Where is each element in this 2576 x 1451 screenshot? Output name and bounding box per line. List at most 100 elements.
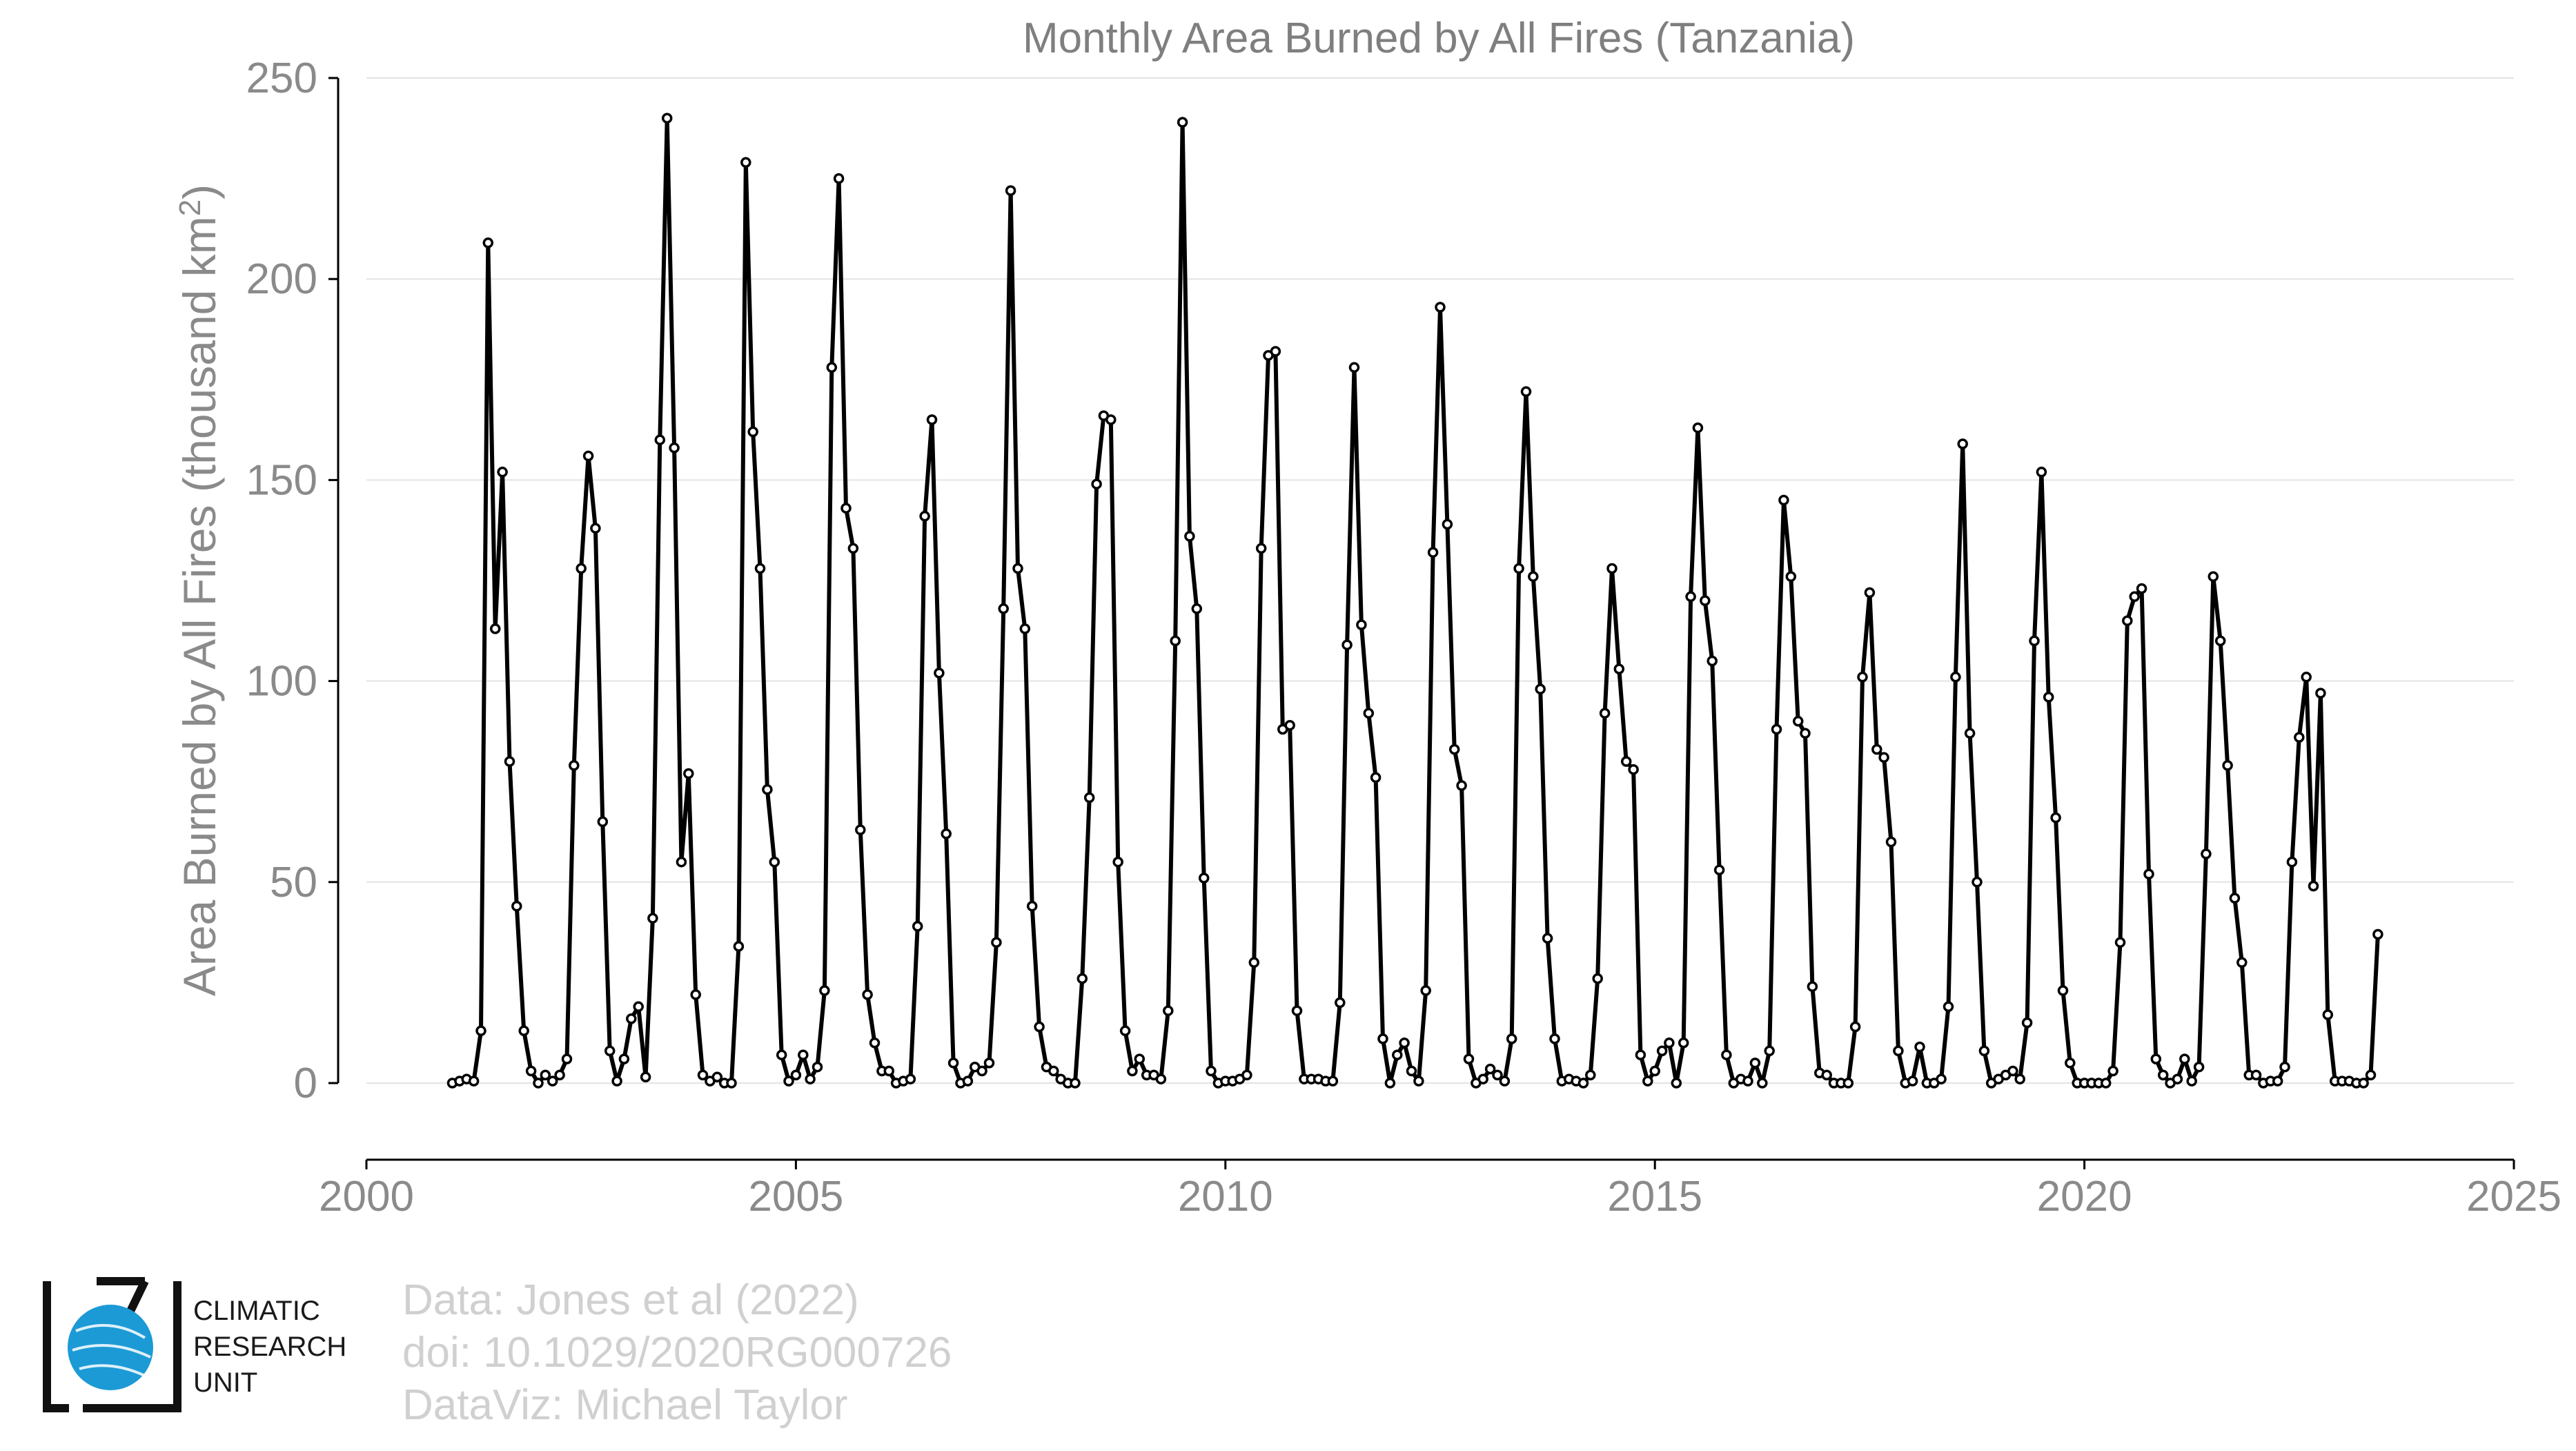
data-point-160 xyxy=(1592,973,1603,984)
data-point-77 xyxy=(998,603,1009,614)
data-point-262 xyxy=(2322,1009,2334,1020)
data-point-139 xyxy=(1442,518,1453,530)
data-point-159 xyxy=(1585,1069,1596,1081)
cru-logo xyxy=(41,1276,183,1414)
data-point-127 xyxy=(1356,619,1367,630)
data-point-93 xyxy=(1112,856,1123,868)
data-point-4 xyxy=(475,1025,486,1037)
data-point-126 xyxy=(1348,362,1360,373)
x-ticks: 2000 2005 2010 2015 2020 2025 xyxy=(319,1160,2562,1220)
data-point-232 xyxy=(2107,1065,2118,1077)
data-point-183 xyxy=(1757,1078,1768,1089)
x-tick-label-2000: 2000 xyxy=(319,1173,414,1220)
data-point-210 xyxy=(1950,672,1961,683)
data-point-16 xyxy=(561,1053,573,1064)
data-point-56 xyxy=(847,543,859,554)
data-point-18 xyxy=(576,563,587,574)
data-point-50 xyxy=(805,1073,816,1084)
data-point-23 xyxy=(611,1075,622,1087)
data-point-163 xyxy=(1613,663,1625,674)
data-point-202 xyxy=(1893,1045,1904,1057)
data-point-186 xyxy=(1778,494,1789,506)
data-point-12 xyxy=(533,1078,544,1089)
y-tick-label-250: 250 xyxy=(246,55,317,102)
data-point-174 xyxy=(1692,422,1704,434)
data-point-261 xyxy=(2315,688,2326,699)
data-point-225 xyxy=(2057,985,2069,996)
data-point-8 xyxy=(504,756,515,767)
data-point-134 xyxy=(1406,1065,1417,1077)
data-point-184 xyxy=(1764,1045,1775,1057)
data-point-138 xyxy=(1435,302,1446,313)
data-point-244 xyxy=(2193,1061,2205,1073)
data-point-69 xyxy=(941,828,952,839)
data-point-17 xyxy=(569,760,580,771)
data-point-185 xyxy=(1771,723,1782,735)
data-point-65 xyxy=(912,921,923,932)
data-point-88 xyxy=(1076,973,1088,984)
data-point-34 xyxy=(690,989,701,1000)
data-point-87 xyxy=(1070,1078,1081,1089)
data-point-28 xyxy=(647,913,658,924)
data-point-96 xyxy=(1134,1053,1146,1064)
data-point-170 xyxy=(1664,1038,1675,1049)
data-point-259 xyxy=(2301,672,2312,683)
data-point-145 xyxy=(1484,1063,1496,1075)
data-point-84 xyxy=(1048,1065,1059,1077)
data-point-260 xyxy=(2308,880,2319,892)
data-point-209 xyxy=(1943,1001,1954,1013)
data-point-123 xyxy=(1327,1075,1339,1087)
data-point-9 xyxy=(511,900,522,912)
data-point-242 xyxy=(2179,1053,2190,1064)
data-point-153 xyxy=(1542,933,1553,944)
data-point-137 xyxy=(1427,547,1439,558)
data-point-103 xyxy=(1184,531,1195,542)
data-point-111 xyxy=(1241,1069,1252,1081)
credit-doi: doi: 10.1029/2020RG000726 xyxy=(402,1329,952,1376)
data-point-223 xyxy=(2043,692,2054,703)
cru-logo-text: CLIMATIC RESEARCH UNIT xyxy=(193,1293,346,1401)
data-point-19 xyxy=(582,450,594,462)
data-point-92 xyxy=(1105,414,1117,425)
data-point-33 xyxy=(683,768,694,779)
data-point-43 xyxy=(754,563,766,574)
credit-dataviz: DataViz: Michael Taylor xyxy=(402,1381,848,1429)
data-point-58 xyxy=(862,989,873,1000)
data-point-141 xyxy=(1456,780,1467,791)
data-point-59 xyxy=(869,1038,881,1049)
x-tick-label-2015: 2015 xyxy=(1607,1173,1702,1220)
data-point-249 xyxy=(2229,893,2241,904)
data-point-195 xyxy=(1842,1078,1854,1089)
series-line xyxy=(451,116,2380,1085)
data-point-175 xyxy=(1700,595,1711,606)
data-point-226 xyxy=(2065,1058,2076,1069)
data-point-125 xyxy=(1341,639,1353,650)
data-point-81 xyxy=(1026,900,1038,912)
data-point-37 xyxy=(711,1071,723,1083)
data-point-172 xyxy=(1678,1038,1689,1049)
data-point-243 xyxy=(2186,1075,2197,1087)
data-point-54 xyxy=(833,173,845,184)
data-point-61 xyxy=(883,1065,895,1077)
data-point-218 xyxy=(2007,1065,2018,1077)
data-point-165 xyxy=(1628,763,1639,775)
data-point-173 xyxy=(1685,591,1696,603)
data-point-164 xyxy=(1620,756,1632,767)
data-point-66 xyxy=(919,511,930,522)
cru-logo-line1: CLIMATIC xyxy=(193,1296,320,1326)
data-point-74 xyxy=(976,1065,987,1077)
data-point-188 xyxy=(1792,716,1804,727)
data-point-47 xyxy=(783,1075,794,1087)
data-point-124 xyxy=(1335,997,1346,1009)
data-point-162 xyxy=(1606,563,1618,574)
data-point-252 xyxy=(2250,1069,2262,1081)
data-point-6 xyxy=(489,623,501,634)
data-point-144 xyxy=(1477,1073,1488,1084)
data-point-177 xyxy=(1713,864,1725,876)
data-point-100 xyxy=(1163,1005,1174,1016)
y-tick-label-150: 150 xyxy=(246,456,317,504)
data-point-78 xyxy=(1005,185,1016,196)
data-point-237 xyxy=(2143,868,2154,879)
data-point-32 xyxy=(676,856,687,868)
